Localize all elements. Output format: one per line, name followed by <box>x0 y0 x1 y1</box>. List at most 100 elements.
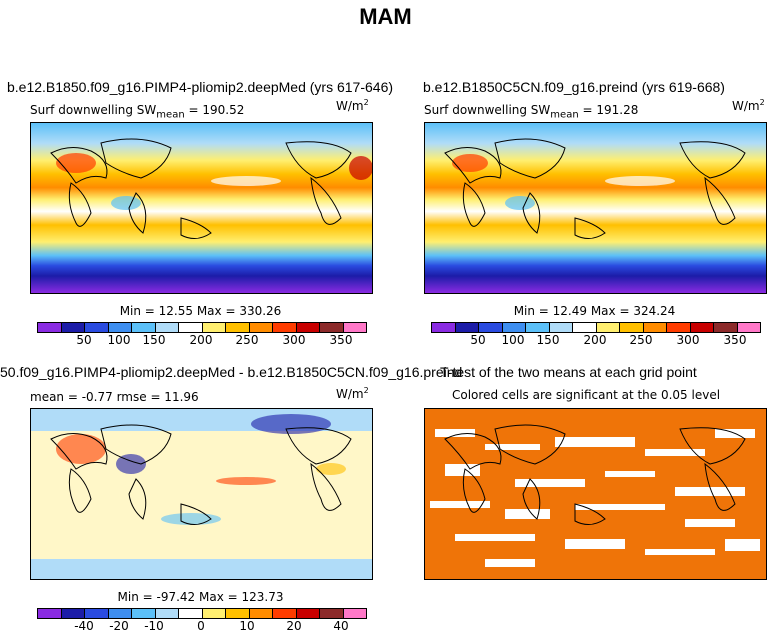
colorbar-swatch <box>343 609 366 618</box>
colorbar-swatch <box>108 609 132 618</box>
panel2-units-exp: 2 <box>759 98 765 107</box>
colorbar-swatch <box>132 609 156 618</box>
panel3-units-exp: 2 <box>363 386 369 395</box>
colorbar-tick-label: 200 <box>583 333 607 347</box>
colorbar-swatch <box>737 323 760 332</box>
panel2-colorbar <box>431 322 761 333</box>
colorbar-swatch <box>643 323 667 332</box>
panel1-minmax: Min = 12.55 Max = 330.26 <box>119 304 282 318</box>
colorbar-swatch <box>620 323 644 332</box>
panel2-units: W/m2 <box>732 98 765 113</box>
colorbar-swatch <box>179 609 203 618</box>
panel3-minmax: Min = -97.42 Max = 123.73 <box>117 590 284 604</box>
colorbar-tick-label: 350 <box>723 333 747 347</box>
colorbar-swatch <box>502 323 526 332</box>
panel2-map <box>424 122 767 294</box>
panel1-units-base: W/m <box>336 99 364 113</box>
panel2-mean: = 191.28 <box>582 103 639 117</box>
colorbar-tick-label: 150 <box>142 333 166 347</box>
panel1-map-svg <box>31 123 373 293</box>
colorbar-swatch <box>249 609 273 618</box>
panel1-units: W/m2 <box>336 98 369 113</box>
panel2-title: b.e12.B1850C5CN.f09_g16.preind (yrs 619-… <box>423 79 725 95</box>
panel4-map <box>424 408 767 580</box>
colorbar-swatch <box>296 609 320 618</box>
colorbar-swatch <box>155 323 179 332</box>
panel1-stat: mean <box>156 109 185 121</box>
colorbar-swatch <box>202 609 226 618</box>
colorbar-tick-label: 350 <box>329 333 353 347</box>
colorbar-tick-label: 250 <box>235 333 259 347</box>
panel4-subtitle: Colored cells are significant at the 0.0… <box>452 388 721 402</box>
colorbar-swatch <box>226 323 250 332</box>
colorbar-swatch <box>596 323 620 332</box>
colorbar-swatch <box>155 609 179 618</box>
panel1-var: Surf downwelling SW <box>30 103 157 117</box>
colorbar-swatch <box>667 323 691 332</box>
colorbar-tick-label: 10 <box>239 619 255 633</box>
colorbar-tick-label: 0 <box>197 619 205 633</box>
colorbar-swatch <box>549 323 573 332</box>
colorbar-swatch <box>273 323 297 332</box>
colorbar-tick-label: 100 <box>107 333 131 347</box>
panel4-title: T-test of the two means at each grid poi… <box>440 364 697 380</box>
page-title: MAM <box>359 4 412 29</box>
colorbar-tick-label: 250 <box>629 333 653 347</box>
colorbar-swatch <box>690 323 714 332</box>
colorbar-tick-label: 40 <box>333 619 349 633</box>
panel3-units: W/m2 <box>336 386 369 401</box>
panel1-subtitle: Surf downwelling SWmean = 190.52 <box>30 103 244 120</box>
colorbar-tick-label: -10 <box>144 619 164 633</box>
panel2-subtitle: Surf downwelling SWmean = 191.28 <box>424 103 638 120</box>
colorbar-swatch <box>202 323 226 332</box>
colorbar-tick-label: 150 <box>536 333 560 347</box>
panel3-map-svg <box>31 409 372 579</box>
panel1-map <box>30 122 373 294</box>
colorbar-swatch <box>61 609 85 618</box>
colorbar-tick-label: 300 <box>676 333 700 347</box>
panel1-units-exp: 2 <box>363 98 369 107</box>
colorbar-swatch <box>249 323 273 332</box>
panel3-units-base: W/m <box>336 387 364 401</box>
panel3-title: 50.f09_g16.PIMP4-pliomip2.deepMed - b.e1… <box>0 364 463 380</box>
panel4-map-svg <box>425 409 766 579</box>
colorbar-swatch <box>455 323 479 332</box>
colorbar-swatch <box>479 323 503 332</box>
panel1-colorbar <box>37 322 367 333</box>
colorbar-swatch <box>296 323 320 332</box>
panel2-var: Surf downwelling SW <box>424 103 551 117</box>
colorbar-swatch <box>38 609 62 618</box>
colorbar-swatch <box>38 323 62 332</box>
panel2-map-svg <box>425 123 766 293</box>
colorbar-tick-label: -20 <box>109 619 129 633</box>
colorbar-swatch <box>526 323 550 332</box>
colorbar-swatch <box>226 609 250 618</box>
panel3-colorbar <box>37 608 367 619</box>
colorbar-swatch <box>61 323 85 332</box>
colorbar-tick-label: 300 <box>282 333 306 347</box>
panel2-units-base: W/m <box>732 99 760 113</box>
panel3-subtitle: mean = -0.77 rmse = 11.96 <box>30 390 199 404</box>
panel1-title: b.e12.B1850.f09_g16.PIMP4-pliomip2.deepM… <box>7 79 394 95</box>
colorbar-swatch <box>573 323 597 332</box>
colorbar-swatch <box>273 609 297 618</box>
colorbar-swatch <box>320 609 344 618</box>
panel2-stat: mean <box>550 109 579 121</box>
colorbar-swatch <box>320 323 344 332</box>
colorbar-tick-label: 50 <box>76 333 92 347</box>
colorbar-tick-label: 20 <box>286 619 302 633</box>
colorbar-swatch <box>179 323 203 332</box>
colorbar-swatch <box>85 609 109 618</box>
colorbar-swatch <box>432 323 456 332</box>
colorbar-tick-label: 50 <box>470 333 486 347</box>
colorbar-swatch <box>343 323 366 332</box>
panel1-mean: = 190.52 <box>188 103 245 117</box>
colorbar-swatch <box>714 323 738 332</box>
colorbar-tick-label: 100 <box>501 333 525 347</box>
colorbar-swatch <box>85 323 109 332</box>
panel3-map <box>30 408 373 580</box>
colorbar-swatch <box>132 323 156 332</box>
panel2-minmax: Min = 12.49 Max = 324.24 <box>513 304 676 318</box>
colorbar-tick-label: 200 <box>189 333 213 347</box>
colorbar-swatch <box>108 323 132 332</box>
